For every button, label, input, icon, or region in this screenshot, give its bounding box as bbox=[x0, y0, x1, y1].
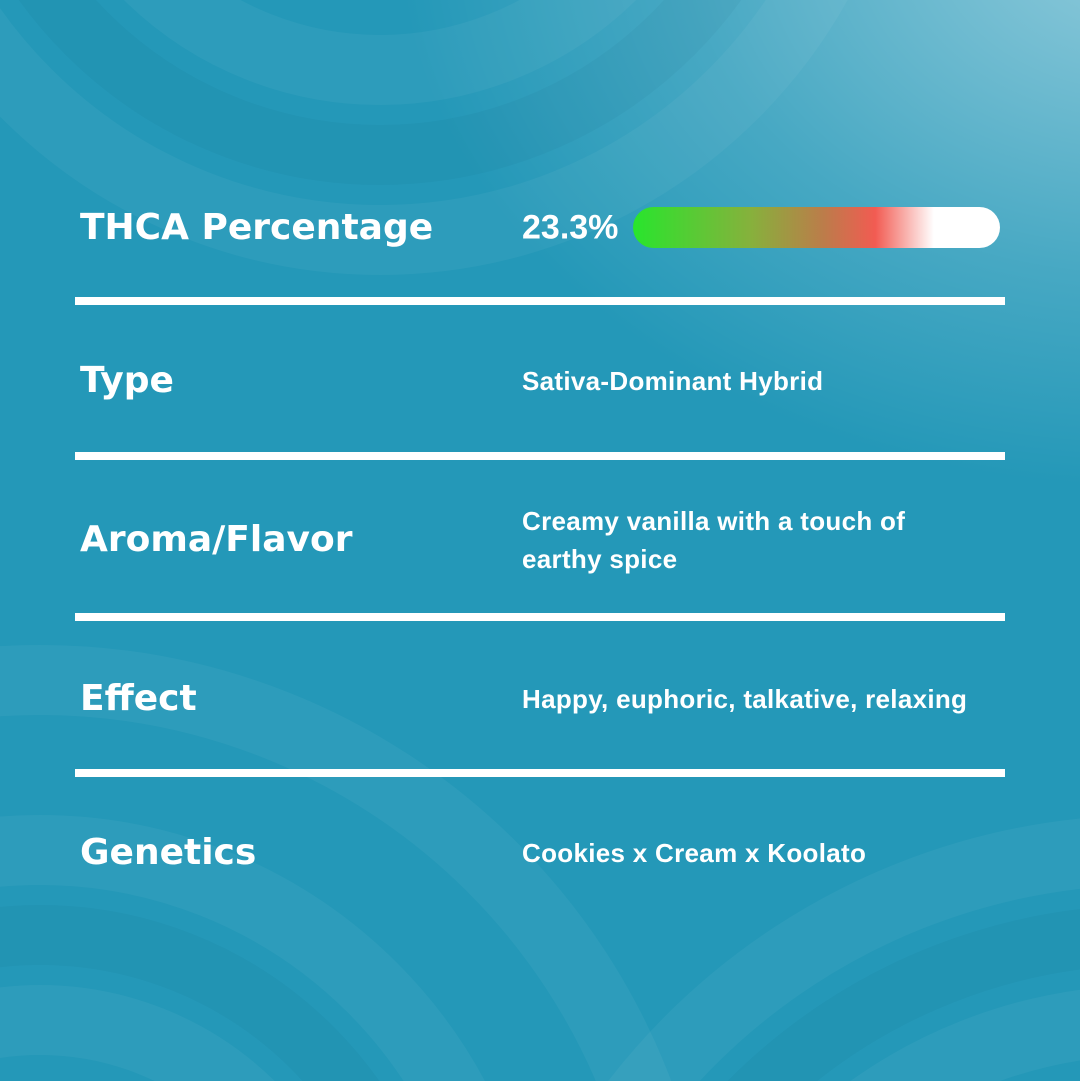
type-value: Sativa-Dominant Hybrid bbox=[522, 366, 824, 396]
genetics-label: Genetics bbox=[80, 832, 257, 874]
aroma-flavor-label: Aroma/Flavor bbox=[80, 519, 353, 561]
genetics-value: Cookies x Cream x Koolato bbox=[522, 838, 867, 868]
divider bbox=[75, 769, 1005, 777]
effect-value: Happy, euphoric, talkative, relaxing bbox=[522, 684, 968, 714]
thca-percentage-value: 23.3% bbox=[522, 208, 619, 247]
thca-meter-bar bbox=[633, 207, 1000, 248]
divider bbox=[75, 297, 1005, 305]
aroma-flavor-value: Creamy vanilla with a touch of earthy sp… bbox=[522, 506, 906, 574]
divider bbox=[75, 613, 1005, 621]
divider bbox=[75, 452, 1005, 460]
type-label: Type bbox=[80, 360, 174, 402]
thca-percentage-label: THCA Percentage bbox=[80, 207, 434, 249]
effect-label: Effect bbox=[80, 678, 197, 720]
